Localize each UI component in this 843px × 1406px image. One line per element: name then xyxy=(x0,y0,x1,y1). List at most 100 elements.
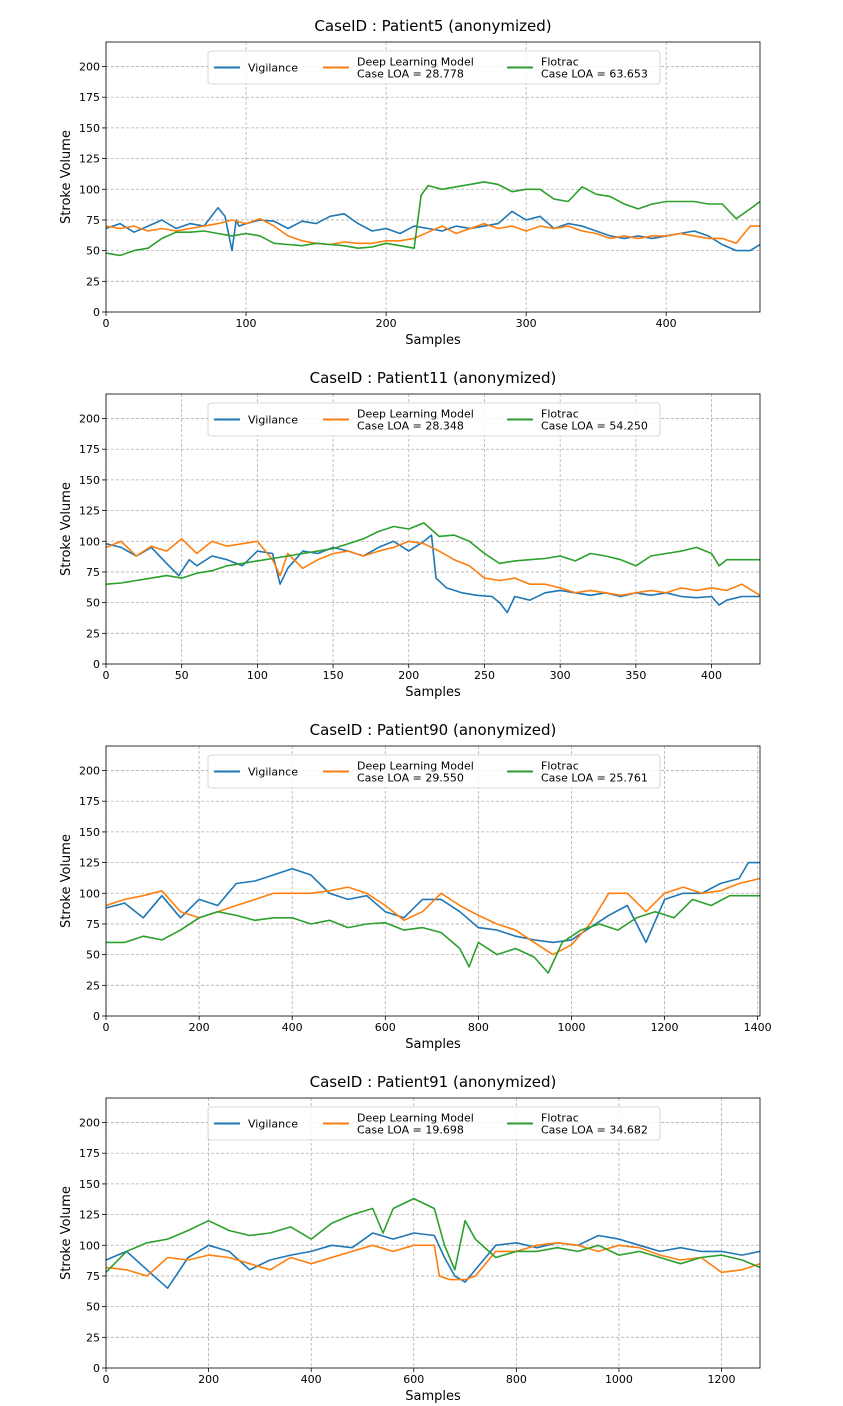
chart-panel: CaseID : Patient90 (anonymized) 0 200 400 60… xyxy=(59,721,772,1052)
x-tick-label: 150 xyxy=(323,669,344,682)
y-tick-label: 100 xyxy=(79,1239,100,1252)
x-tick-label: 100 xyxy=(236,317,257,330)
y-tick-label: 50 xyxy=(86,1301,100,1314)
x-tick-label: 400 xyxy=(282,1021,303,1034)
x-axis-label: Samples xyxy=(405,1389,461,1404)
x-tick-label: 800 xyxy=(506,1373,527,1386)
y-tick-label: 175 xyxy=(79,1147,100,1160)
plot-frame xyxy=(105,41,761,313)
x-tick-label: 200 xyxy=(376,317,397,330)
legend-entry-label: Vigilance xyxy=(248,414,298,427)
legend-entry-label: Case LOA = 34.682 xyxy=(541,1124,648,1137)
y-tick-label: 125 xyxy=(79,153,100,166)
plot-frame xyxy=(105,745,761,1017)
y-tick-label: 200 xyxy=(79,413,100,426)
x-tick-label: 1000 xyxy=(605,1373,633,1386)
legend-entry-label: Deep Learning Model xyxy=(357,408,474,421)
x-tick-label: 400 xyxy=(301,1373,322,1386)
x-tick-label: 1400 xyxy=(744,1021,772,1034)
x-tick-label: 400 xyxy=(656,317,677,330)
x-axis-label: Samples xyxy=(405,685,461,700)
chart-title: CaseID : Patient5 (anonymized) xyxy=(314,17,551,35)
y-tick-label: 125 xyxy=(79,1209,100,1222)
legend-entry-label: Vigilance xyxy=(248,1118,298,1131)
y-tick-label: 50 xyxy=(86,949,100,962)
x-tick-label: 400 xyxy=(701,669,722,682)
y-tick-label: 150 xyxy=(79,474,100,487)
series-line-3 xyxy=(106,522,760,585)
y-tick-label: 0 xyxy=(93,306,100,319)
x-tick-label: 350 xyxy=(625,669,646,682)
legend-entry-label: Deep Learning Model xyxy=(357,1112,474,1125)
y-tick-label: 200 xyxy=(79,1117,100,1130)
x-tick-label: 300 xyxy=(516,317,537,330)
x-tick-label: 1000 xyxy=(557,1021,585,1034)
x-tick-label: 100 xyxy=(247,669,268,682)
series-line-3 xyxy=(106,181,760,257)
x-tick-label: 200 xyxy=(198,1373,219,1386)
series-line-3 xyxy=(106,1197,760,1273)
y-tick-label: 25 xyxy=(86,979,100,992)
y-tick-label: 25 xyxy=(86,627,100,640)
y-tick-label: 25 xyxy=(86,1331,100,1344)
series-line-1 xyxy=(106,534,760,614)
legend-entry-label: Case LOA = 28.778 xyxy=(357,68,464,81)
x-tick-label: 250 xyxy=(474,669,495,682)
chart-panel: CaseID : Patient11 (anonymized) 0 50 100 150… xyxy=(59,369,761,700)
series-line-2 xyxy=(106,537,760,597)
legend-entry-label: Case LOA = 54.250 xyxy=(541,420,648,433)
x-tick-label: 300 xyxy=(550,669,571,682)
legend-entry-label: Flotrac xyxy=(541,760,579,773)
y-tick-label: 150 xyxy=(79,826,100,839)
y-tick-label: 0 xyxy=(93,1362,100,1375)
y-axis-label: Stroke Volume xyxy=(59,1186,74,1280)
y-tick-label: 75 xyxy=(86,918,100,931)
x-axis-label: Samples xyxy=(405,333,461,348)
legend-box xyxy=(207,402,661,437)
x-tick-label: 0 xyxy=(103,1021,110,1034)
x-tick-label: 1200 xyxy=(651,1021,679,1034)
y-axis-label: Stroke Volume xyxy=(59,834,74,928)
legend-entry-label: Flotrac xyxy=(541,1112,579,1125)
series-line-2 xyxy=(106,1242,760,1281)
series-line-1 xyxy=(106,1232,760,1289)
x-tick-label: 0 xyxy=(103,669,110,682)
series-line-3 xyxy=(106,894,760,974)
plot-frame xyxy=(105,1097,761,1369)
y-tick-label: 0 xyxy=(93,658,100,671)
y-tick-label: 125 xyxy=(79,505,100,518)
y-tick-label: 75 xyxy=(86,1270,100,1283)
y-tick-label: 50 xyxy=(86,597,100,610)
x-tick-label: 200 xyxy=(398,669,419,682)
y-tick-label: 100 xyxy=(79,887,100,900)
legend-entry-label: Case LOA = 29.550 xyxy=(357,772,464,785)
plot-frame xyxy=(105,393,761,665)
y-tick-label: 75 xyxy=(86,566,100,579)
x-tick-label: 0 xyxy=(103,317,110,330)
y-tick-label: 100 xyxy=(79,535,100,548)
legend-entry-label: Deep Learning Model xyxy=(357,56,474,69)
y-tick-label: 50 xyxy=(86,245,100,258)
legend-box xyxy=(207,754,661,789)
legend-entry-label: Vigilance xyxy=(248,766,298,779)
legend-entry-label: Vigilance xyxy=(248,62,298,75)
y-axis-label: Stroke Volume xyxy=(59,130,74,224)
x-tick-label: 0 xyxy=(103,1373,110,1386)
y-tick-label: 25 xyxy=(86,275,100,288)
series-line-1 xyxy=(106,861,760,944)
legend-entry-label: Flotrac xyxy=(541,408,579,421)
series-line-1 xyxy=(106,206,760,252)
x-axis-label: Samples xyxy=(405,1037,461,1052)
x-tick-label: 800 xyxy=(468,1021,489,1034)
series-line-2 xyxy=(106,217,760,246)
chart-panel: CaseID : Patient5 (anonymized) 0 100 200 300… xyxy=(59,17,761,348)
x-tick-label: 1200 xyxy=(708,1373,736,1386)
y-tick-label: 150 xyxy=(79,122,100,135)
legend-entry-label: Flotrac xyxy=(541,56,579,69)
y-tick-label: 100 xyxy=(79,183,100,196)
chart-title: CaseID : Patient91 (anonymized) xyxy=(310,1073,557,1091)
legend-entry-label: Deep Learning Model xyxy=(357,760,474,773)
y-tick-label: 0 xyxy=(93,1010,100,1023)
x-tick-label: 200 xyxy=(189,1021,210,1034)
